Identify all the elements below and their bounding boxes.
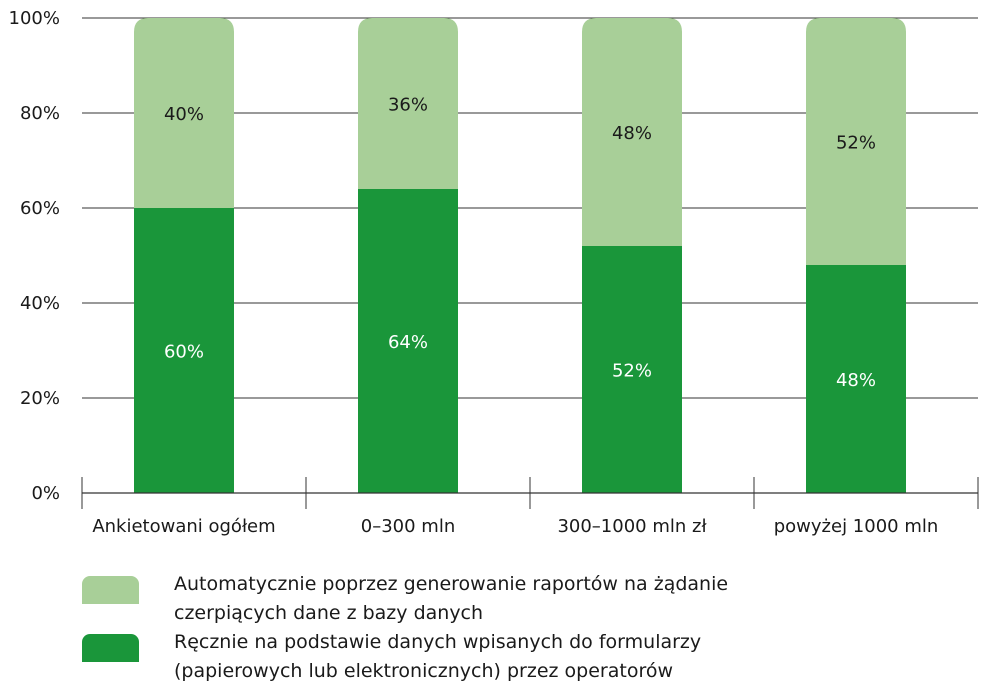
x-tick-label: 0–300 mln	[361, 516, 455, 537]
bar-segment	[358, 189, 458, 493]
y-tick-label: 0%	[31, 483, 60, 504]
bar-data-label: 52%	[836, 133, 876, 154]
bar-segment	[582, 246, 682, 493]
x-tick-label: Ankietowani ogółem	[92, 516, 275, 537]
y-tick-label: 20%	[20, 388, 60, 409]
x-axis	[81, 477, 979, 509]
bar-segment	[806, 265, 906, 493]
legend-swatch-manual	[82, 634, 139, 662]
legend-item-automatic: Automatycznie poprzez generowanie raport…	[82, 573, 972, 634]
bar-data-label: 36%	[388, 95, 428, 116]
x-tick-label: powyżej 1000 mln	[774, 516, 939, 537]
y-tick-label: 60%	[20, 198, 60, 219]
bar-data-label: 48%	[836, 370, 876, 391]
bars: 60% 40% 64% 36% 52% 48% 48% 52%	[134, 18, 906, 493]
legend-swatch-automatic	[82, 576, 139, 604]
legend-item-manual: Ręcznie na podstawie danych wpisanych do…	[82, 631, 972, 692]
y-tick-label: 40%	[20, 293, 60, 314]
x-tick-labels: Ankietowani ogółem 0–300 mln 300–1000 mln …	[92, 516, 938, 537]
bar-data-label: 48%	[612, 123, 652, 144]
legend-label-automatic: Automatycznie poprzez generowanie raport…	[174, 573, 729, 624]
bar-data-label: 40%	[164, 104, 204, 125]
bar-data-label: 60%	[164, 342, 204, 363]
y-tick-label: 100%	[9, 8, 60, 29]
bar-data-label: 64%	[388, 332, 428, 353]
bar-segment	[134, 18, 234, 208]
legend-label-manual: Ręcznie na podstawie danych wpisanych do…	[174, 631, 702, 682]
bar-segment	[806, 18, 906, 265]
y-tick-labels: 0% 20% 40% 60% 80% 100%	[9, 8, 60, 504]
x-tick-label: 300–1000 mln zł	[557, 516, 707, 537]
stacked-bar-chart: 0% 20% 40% 60% 80% 100% 60% 40% 64% 36% 52% 48% 48%…	[9, 8, 979, 537]
bar-data-label: 52%	[612, 361, 652, 382]
bar-segment	[134, 208, 234, 493]
bar-segment	[358, 18, 458, 189]
bar-segment	[582, 18, 682, 246]
y-tick-label: 80%	[20, 103, 60, 124]
